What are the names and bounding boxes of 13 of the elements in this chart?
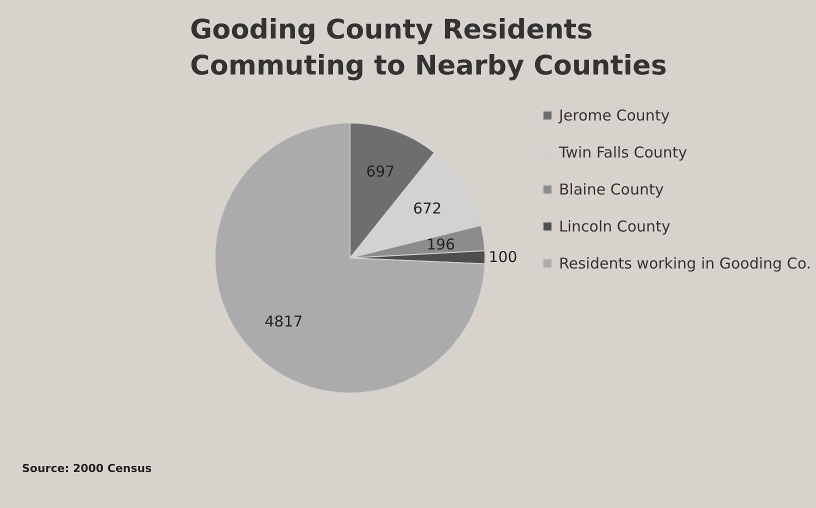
data-label: 100	[488, 248, 518, 266]
data-label: 4817	[264, 312, 303, 330]
legend-label: Twin Falls County	[558, 144, 688, 162]
source-note: Source: 2000 Census	[22, 462, 152, 475]
data-label: 672	[412, 200, 442, 218]
legend-label: Blaine County	[559, 180, 664, 198]
chart-title: Gooding County Residents Commuting to Nearby Counties	[190, 14, 667, 82]
data-label: 196	[426, 235, 456, 254]
legend-label: Lincoln County	[559, 218, 670, 236]
data-label: 697	[366, 162, 395, 180]
legend-label: Jerome County	[558, 106, 670, 124]
pie-slice	[214, 122, 486, 394]
legend-label: Residents working in Gooding Co.	[559, 254, 812, 272]
